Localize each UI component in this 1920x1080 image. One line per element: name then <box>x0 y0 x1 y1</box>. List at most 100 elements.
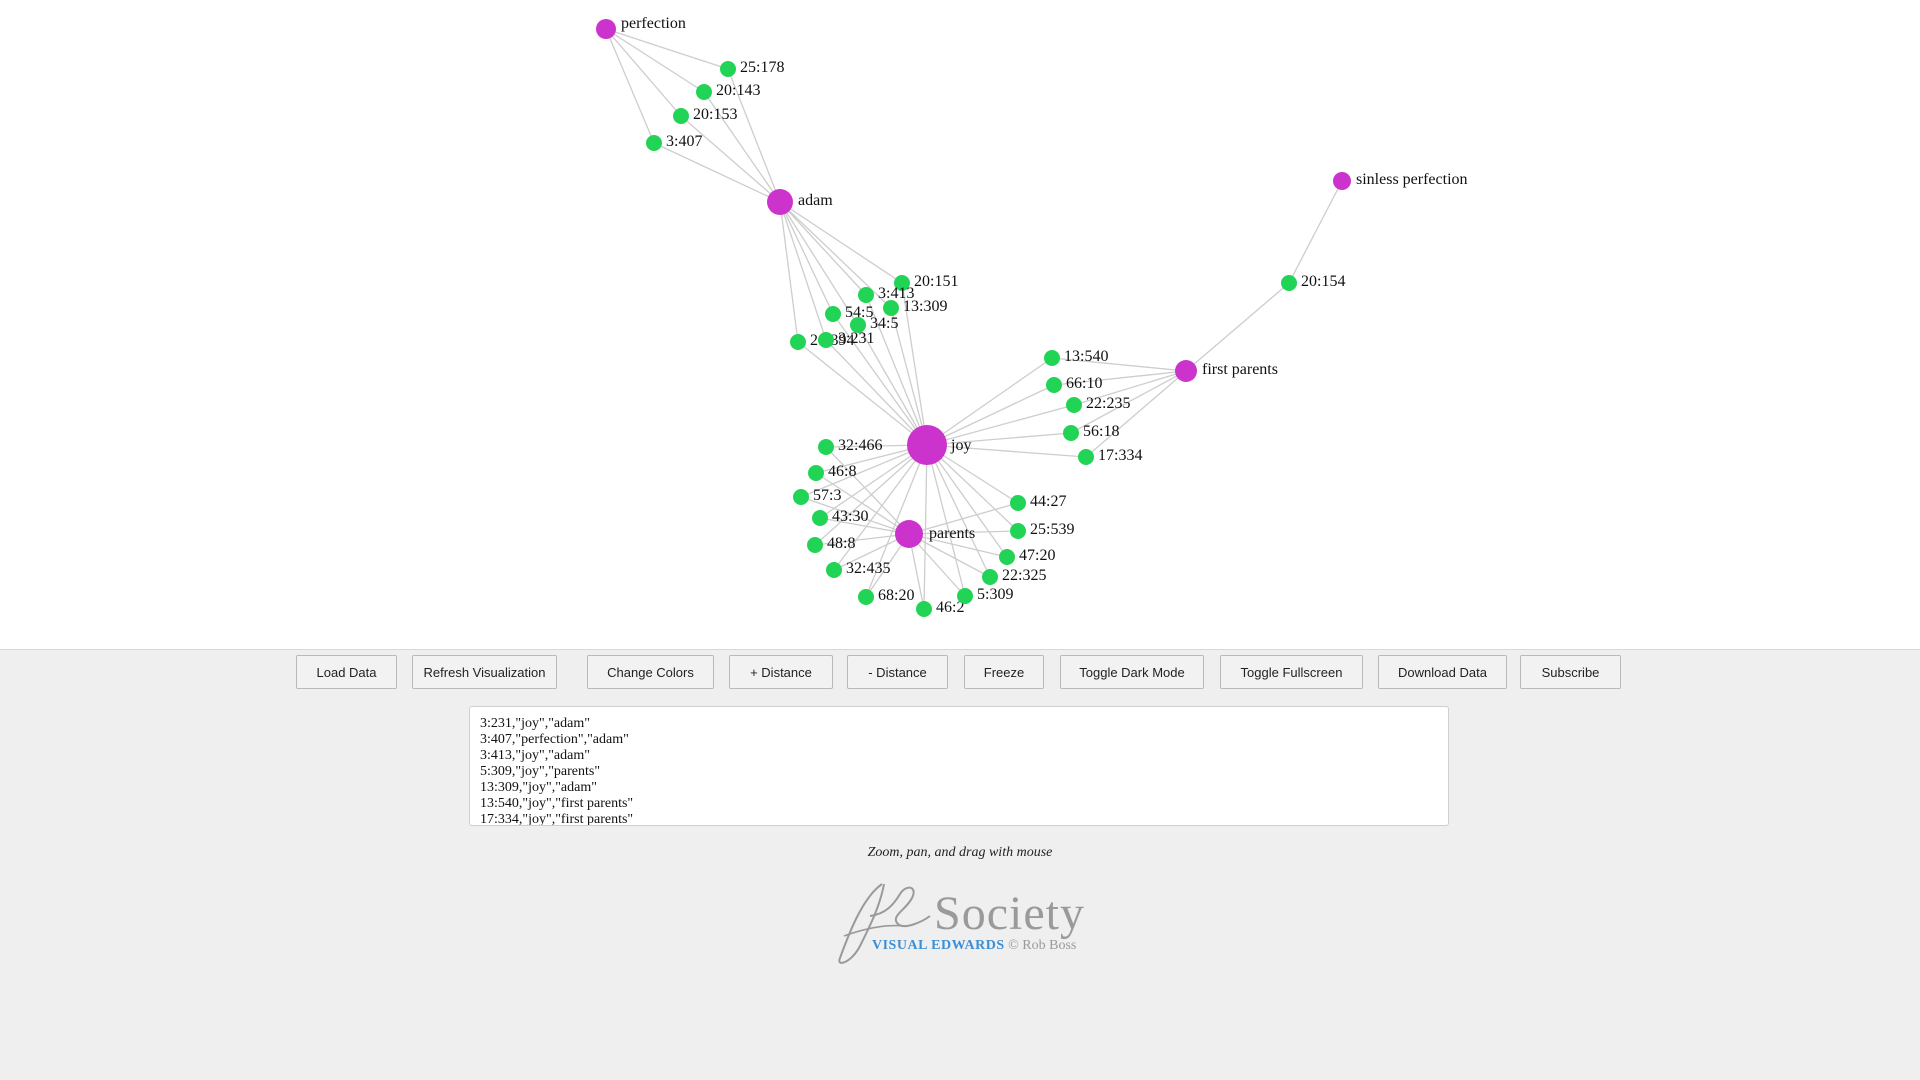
graph-node-20-153[interactable]: 20:153 <box>673 106 737 124</box>
reference-node-circle[interactable] <box>812 510 828 526</box>
reference-node-circle[interactable] <box>1046 377 1062 393</box>
graph-node-perfection[interactable]: perfection <box>596 15 686 39</box>
graph-node-25-178[interactable]: 25:178 <box>720 59 784 77</box>
graph-node-57-3[interactable]: 57:3 <box>793 487 841 505</box>
graph-node-46-8[interactable]: 46:8 <box>808 463 856 481</box>
node-layer: perfection adam joy parents first parents sin… <box>596 15 1468 617</box>
graph-node-22-235[interactable]: 22:235 <box>1066 395 1130 413</box>
reference-node-circle[interactable] <box>894 275 910 291</box>
network-graph[interactable]: perfection adam joy parents first parents sin… <box>0 0 1920 649</box>
graph-node-3-231[interactable]: 3:231 <box>818 330 874 348</box>
graph-node-22-325[interactable]: 22:325 <box>982 567 1046 585</box>
graph-node-3-407[interactable]: 3:407 <box>646 133 702 151</box>
reference-node-circle[interactable] <box>646 135 662 151</box>
graph-node-54-5[interactable]: 54:5 <box>825 304 873 322</box>
graph-node-44-27[interactable]: 44:27 <box>1010 493 1066 511</box>
data-input-textarea[interactable]: 3:231,"joy","adam" 3:407,"perfection","ad… <box>469 706 1449 826</box>
graph-node-34-5[interactable]: 34:5 <box>850 315 898 333</box>
reference-node-circle[interactable] <box>826 562 842 578</box>
edge-46-8-parents <box>815 472 910 535</box>
change-colors-button[interactable]: Change Colors <box>587 655 714 689</box>
logo-society-text: Society <box>934 887 1085 940</box>
reference-node-circle[interactable] <box>807 537 823 553</box>
graph-node-20-143[interactable]: 20:143 <box>696 82 760 100</box>
concept-node-circle[interactable] <box>1175 360 1197 382</box>
graph-node-17-334[interactable]: 17:334 <box>1078 447 1142 465</box>
download-data-button[interactable]: Download Data <box>1378 655 1507 689</box>
reference-node-circle[interactable] <box>1044 350 1060 366</box>
concept-node-circle[interactable] <box>895 520 923 548</box>
edge-3-413-adam <box>779 201 867 296</box>
node-label: 3:231 <box>838 330 874 347</box>
graph-node-5-309[interactable]: 5:309 <box>957 586 1013 604</box>
load-data-button[interactable]: Load Data <box>296 655 397 689</box>
graph-node-46-2[interactable]: 46:2 <box>916 599 964 617</box>
reference-node-circle[interactable] <box>1281 275 1297 291</box>
graph-node-20-154[interactable]: 20:154 <box>1281 273 1345 291</box>
node-label: 47:20 <box>1019 547 1055 564</box>
graph-node-adam[interactable]: adam <box>767 189 833 215</box>
reference-node-circle[interactable] <box>850 317 866 333</box>
refresh-visualization-button[interactable]: Refresh Visualization <box>412 655 557 689</box>
concept-node-circle[interactable] <box>767 189 793 215</box>
reference-node-circle[interactable] <box>883 300 899 316</box>
toggle-dark-mode-button[interactable]: Toggle Dark Mode <box>1060 655 1204 689</box>
node-label: adam <box>798 192 833 209</box>
reference-node-circle[interactable] <box>673 108 689 124</box>
graph-node-66-10[interactable]: 66:10 <box>1046 375 1102 393</box>
reference-node-circle[interactable] <box>858 589 874 605</box>
reference-node-circle[interactable] <box>858 287 874 303</box>
graph-node-13-540[interactable]: 13:540 <box>1044 348 1108 366</box>
graph-node-joy[interactable]: joy <box>907 425 971 465</box>
edge-68-20-joy <box>865 444 928 598</box>
reference-node-circle[interactable] <box>916 601 932 617</box>
reference-node-circle[interactable] <box>999 549 1015 565</box>
reference-node-circle[interactable] <box>825 306 841 322</box>
increase-distance-button[interactable]: + Distance <box>729 655 833 689</box>
edge-66-10-joy <box>926 384 1055 446</box>
freeze-button[interactable]: Freeze <box>964 655 1044 689</box>
reference-node-circle[interactable] <box>1063 425 1079 441</box>
concept-node-circle[interactable] <box>596 19 616 39</box>
graph-node-20-151[interactable]: 20:151 <box>894 273 958 291</box>
reference-node-circle[interactable] <box>720 61 736 77</box>
graph-node-first-parents[interactable]: first parents <box>1175 360 1278 382</box>
graph-node-3-413[interactable]: 3:413 <box>858 285 914 303</box>
graph-node-48-8[interactable]: 48:8 <box>807 535 855 553</box>
reference-node-circle[interactable] <box>790 334 806 350</box>
reference-node-circle[interactable] <box>1010 495 1026 511</box>
edge-22-235-joy <box>926 404 1075 446</box>
graph-node-32-435[interactable]: 32:435 <box>826 560 890 578</box>
edge-5-309-joy <box>926 444 966 597</box>
node-label: 46:2 <box>936 599 964 616</box>
reference-node-circle[interactable] <box>957 588 973 604</box>
reference-node-circle[interactable] <box>818 332 834 348</box>
reference-node-circle[interactable] <box>696 84 712 100</box>
node-label: 20:143 <box>716 82 760 99</box>
reference-node-circle[interactable] <box>1010 523 1026 539</box>
subscribe-button[interactable]: Subscribe <box>1520 655 1621 689</box>
reference-node-circle[interactable] <box>1066 397 1082 413</box>
graph-node-parents[interactable]: parents <box>895 520 975 548</box>
graph-node-sinless-perfection[interactable]: sinless perfection <box>1333 171 1468 190</box>
reference-node-circle[interactable] <box>818 439 834 455</box>
node-label: sinless perfection <box>1356 171 1468 188</box>
graph-node-43-30[interactable]: 43:30 <box>812 508 868 526</box>
graph-node-25-539[interactable]: 25:539 <box>1010 521 1074 539</box>
graph-node-32-466[interactable]: 32:466 <box>818 437 882 455</box>
reference-node-circle[interactable] <box>808 465 824 481</box>
graph-node-68-20[interactable]: 68:20 <box>858 587 914 605</box>
reference-node-circle[interactable] <box>793 489 809 505</box>
reference-node-circle[interactable] <box>1078 449 1094 465</box>
node-label: perfection <box>621 15 686 32</box>
graph-node-13-309[interactable]: 13:309 <box>883 298 947 316</box>
concept-node-circle[interactable] <box>907 425 947 465</box>
graph-visualization[interactable]: perfection adam joy parents first parents sin… <box>0 0 1920 650</box>
graph-node-56-18[interactable]: 56:18 <box>1063 423 1119 441</box>
node-label: 3:413 <box>878 285 914 302</box>
toggle-fullscreen-button[interactable]: Toggle Fullscreen <box>1220 655 1363 689</box>
decrease-distance-button[interactable]: - Distance <box>847 655 948 689</box>
graph-node-47-20[interactable]: 47:20 <box>999 547 1055 565</box>
reference-node-circle[interactable] <box>982 569 998 585</box>
concept-node-circle[interactable] <box>1333 172 1351 190</box>
